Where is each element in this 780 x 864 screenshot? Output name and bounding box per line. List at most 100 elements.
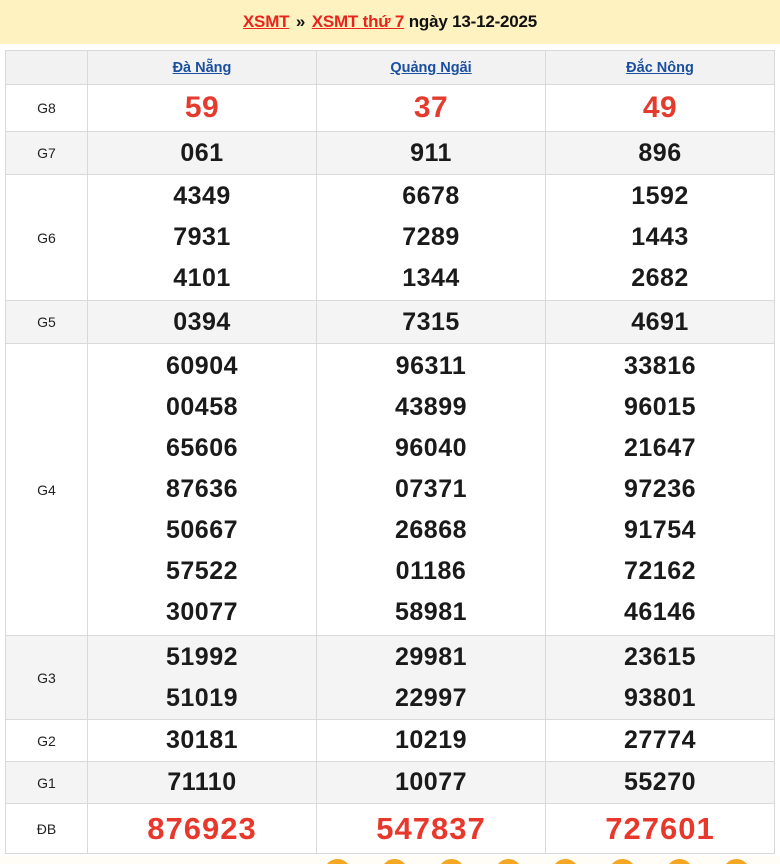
lottery-number: 30181 bbox=[165, 726, 239, 754]
lottery-number: 96015 bbox=[623, 393, 697, 421]
result-cell: 4691 bbox=[545, 300, 775, 344]
province-link-2[interactable]: Đắc Nông bbox=[626, 60, 694, 76]
column-header-province-2: Đắc Nông bbox=[545, 50, 775, 85]
province-link-0[interactable]: Đà Nẵng bbox=[172, 60, 232, 76]
result-cell: 30181 bbox=[87, 719, 317, 762]
result-cell: 27774 bbox=[545, 719, 775, 762]
lottery-number: 10077 bbox=[394, 768, 468, 796]
lottery-ball-icon bbox=[666, 859, 693, 864]
prize-label-g1: G1 bbox=[5, 761, 88, 804]
number-list: 896 bbox=[546, 133, 774, 174]
lottery-number: 37 bbox=[413, 91, 449, 124]
breadcrumb-separator: » bbox=[295, 12, 306, 31]
lottery-results-table: Đà Nẵng Quảng Ngãi Đắc Nông G8 59 37 49 G7 06… bbox=[5, 50, 775, 854]
bottom-ball-strip bbox=[0, 856, 780, 864]
table-row: G5 0394 7315 4691 bbox=[5, 300, 775, 344]
table-row: G3 51992 51019 29981 22997 23615 93801 bbox=[5, 635, 775, 720]
lottery-number: 1443 bbox=[631, 223, 689, 251]
number-list: 061 bbox=[88, 133, 316, 174]
prize-label-g6: G6 bbox=[5, 174, 88, 301]
number-list: 727601 bbox=[546, 805, 774, 853]
ball-row bbox=[324, 859, 750, 864]
lottery-number: 65606 bbox=[165, 434, 239, 462]
table-row: G2 30181 10219 27774 bbox=[5, 719, 775, 762]
lottery-number: 58981 bbox=[394, 598, 468, 626]
lottery-number: 96311 bbox=[395, 352, 467, 380]
number-list: 10219 bbox=[317, 720, 545, 761]
result-cell: 96311 43899 96040 07371 26868 01186 58981 bbox=[316, 343, 546, 636]
lottery-ball-icon bbox=[324, 859, 351, 864]
number-list: 60904 00458 65606 87636 50667 57522 30077 bbox=[88, 346, 316, 633]
lottery-ball-icon bbox=[438, 859, 465, 864]
prize-label-g4: G4 bbox=[5, 343, 88, 636]
lottery-number: 21647 bbox=[623, 434, 697, 462]
lottery-number: 30077 bbox=[165, 598, 239, 626]
number-list: 30181 bbox=[88, 720, 316, 761]
lottery-number: 93801 bbox=[623, 683, 697, 712]
breadcrumb: XSMT » XSMT thứ 7 ngày 13-12-2025 bbox=[243, 12, 537, 32]
lottery-number: 33816 bbox=[623, 352, 697, 380]
result-cell: 37 bbox=[316, 84, 546, 132]
lottery-number: 4349 bbox=[173, 182, 231, 210]
result-cell: 061 bbox=[87, 131, 317, 175]
prize-label-g7: G7 bbox=[5, 131, 88, 175]
number-list: 876923 bbox=[88, 805, 316, 853]
lottery-number: 97236 bbox=[623, 475, 697, 503]
table-row: G1 71110 10077 55270 bbox=[5, 761, 775, 804]
breadcrumb-link-xsmt-thu-7[interactable]: XSMT thứ 7 bbox=[311, 12, 405, 31]
lottery-number: 547837 bbox=[376, 810, 486, 846]
number-list: 10077 bbox=[317, 762, 545, 803]
lottery-number: 00458 bbox=[165, 393, 239, 421]
page-header-banner: XSMT » XSMT thứ 7 ngày 13-12-2025 bbox=[0, 0, 780, 44]
lottery-number: 96040 bbox=[394, 434, 468, 462]
number-list: 6678 7289 1344 bbox=[317, 176, 545, 299]
number-list: 33816 96015 21647 97236 91754 72162 46146 bbox=[546, 346, 774, 633]
number-list: 7315 bbox=[317, 302, 545, 343]
lottery-number: 57522 bbox=[165, 557, 239, 585]
number-list: 49 bbox=[546, 85, 774, 131]
lottery-number: 22997 bbox=[394, 683, 468, 712]
lottery-ball-icon bbox=[381, 859, 408, 864]
lottery-number: 49 bbox=[642, 91, 678, 124]
lottery-ball-icon bbox=[552, 859, 579, 864]
lottery-number: 1592 bbox=[631, 182, 689, 210]
result-cell: 60904 00458 65606 87636 50667 57522 30077 bbox=[87, 343, 317, 636]
lottery-number: 91754 bbox=[623, 516, 697, 544]
result-cell: 0394 bbox=[87, 300, 317, 344]
number-list: 23615 93801 bbox=[546, 637, 774, 719]
number-list: 4349 7931 4101 bbox=[88, 176, 316, 299]
lottery-number: 29981 bbox=[394, 642, 468, 671]
column-header-province-1: Quảng Ngãi bbox=[316, 50, 546, 85]
lottery-number: 50667 bbox=[165, 516, 239, 544]
lottery-number: 27774 bbox=[623, 726, 697, 754]
prize-label-g3: G3 bbox=[5, 635, 88, 720]
result-cell: 71110 bbox=[87, 761, 317, 804]
lottery-number: 51019 bbox=[165, 683, 239, 712]
lottery-number: 60904 bbox=[165, 352, 239, 380]
number-list: 27774 bbox=[546, 720, 774, 761]
result-cell: 55270 bbox=[545, 761, 775, 804]
lottery-number: 01186 bbox=[395, 557, 467, 585]
number-list: 51992 51019 bbox=[88, 637, 316, 719]
result-cell: 10077 bbox=[316, 761, 546, 804]
breadcrumb-link-xsmt[interactable]: XSMT bbox=[242, 12, 290, 31]
result-cell: 876923 bbox=[87, 803, 317, 854]
number-list: 0394 bbox=[88, 302, 316, 343]
lottery-ball-icon bbox=[723, 859, 750, 864]
result-cell: 911 bbox=[316, 131, 546, 175]
number-list: 4691 bbox=[546, 302, 774, 343]
lottery-number: 4691 bbox=[631, 307, 689, 336]
table-body: G8 59 37 49 G7 061 911 896 G6 4349 7931 4101 6678 728… bbox=[5, 84, 775, 854]
table-header: Đà Nẵng Quảng Ngãi Đắc Nông bbox=[5, 50, 775, 85]
table-row: G8 59 37 49 bbox=[5, 84, 775, 132]
number-list: 29981 22997 bbox=[317, 637, 545, 719]
lottery-number: 061 bbox=[180, 138, 224, 167]
lottery-number: 72162 bbox=[623, 557, 697, 585]
result-cell: 51992 51019 bbox=[87, 635, 317, 720]
lottery-number: 26868 bbox=[394, 516, 468, 544]
lottery-ball-icon bbox=[609, 859, 636, 864]
table-row: G7 061 911 896 bbox=[5, 131, 775, 175]
lottery-ball-icon bbox=[495, 859, 522, 864]
lottery-number: 0394 bbox=[173, 307, 231, 336]
province-link-1[interactable]: Quảng Ngãi bbox=[390, 60, 472, 76]
